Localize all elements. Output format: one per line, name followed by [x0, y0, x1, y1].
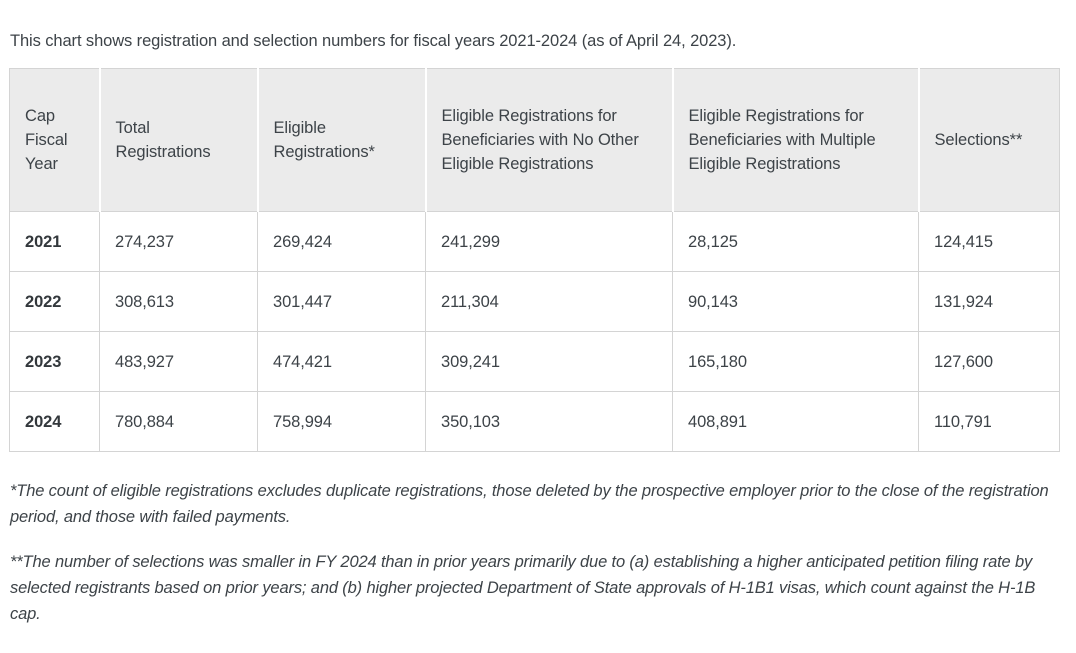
- cell-no-other-eligible: 211,304: [425, 271, 673, 332]
- cell-multiple-eligible: 165,180: [672, 331, 919, 392]
- column-header-no-other-eligible-registrations: Eligible Registrations for Beneficiaries…: [425, 68, 674, 212]
- column-header-eligible-registrations: Eligible Registrations*: [257, 68, 427, 212]
- cell-eligible-registrations: 301,447: [257, 271, 426, 332]
- table-body: 2021 274,237 269,424 241,299 28,125 124,…: [9, 211, 1060, 452]
- table-row: 2022 308,613 301,447 211,304 90,143 131,…: [9, 271, 1060, 332]
- column-header-multiple-eligible-registrations: Eligible Registrations for Beneficiaries…: [672, 68, 920, 212]
- table-header: Cap Fiscal Year Total Registrations Elig…: [9, 68, 1060, 212]
- cell-selections: 110,791: [918, 391, 1060, 452]
- cell-fiscal-year: 2023: [9, 331, 100, 392]
- footnote-selections: **The number of selections was smaller i…: [10, 553, 1036, 623]
- cell-multiple-eligible: 408,891: [672, 391, 919, 452]
- column-header-total-registrations: Total Registrations: [99, 68, 259, 212]
- cell-multiple-eligible: 90,143: [672, 271, 919, 332]
- cell-eligible-registrations: 269,424: [257, 211, 426, 272]
- cell-multiple-eligible: 28,125: [672, 211, 919, 272]
- footnotes: *The count of eligible registrations exc…: [9, 478, 1067, 627]
- cell-fiscal-year: 2022: [9, 271, 100, 332]
- cell-no-other-eligible: 309,241: [425, 331, 673, 392]
- cell-no-other-eligible: 241,299: [425, 211, 673, 272]
- table-row: 2024 780,884 758,994 350,103 408,891 110…: [9, 391, 1060, 452]
- cell-total-registrations: 308,613: [99, 271, 258, 332]
- intro-text: This chart shows registration and select…: [10, 31, 737, 50]
- column-header-cap-fiscal-year: Cap Fiscal Year: [9, 68, 101, 212]
- cell-selections: 131,924: [918, 271, 1060, 332]
- table-header-row: Cap Fiscal Year Total Registrations Elig…: [9, 68, 1060, 212]
- table-row: 2021 274,237 269,424 241,299 28,125 124,…: [9, 211, 1060, 272]
- cell-no-other-eligible: 350,103: [425, 391, 673, 452]
- registration-selection-table: Cap Fiscal Year Total Registrations Elig…: [9, 68, 1060, 452]
- cell-total-registrations: 274,237: [99, 211, 258, 272]
- cell-fiscal-year: 2024: [9, 391, 100, 452]
- table-row: 2023 483,927 474,421 309,241 165,180 127…: [9, 331, 1060, 392]
- cell-eligible-registrations: 758,994: [257, 391, 426, 452]
- page-container: This chart shows registration and select…: [0, 17, 1076, 653]
- column-header-selections: Selections**: [918, 68, 1060, 212]
- footnote-eligible-registrations: *The count of eligible registrations exc…: [10, 482, 1049, 526]
- cell-fiscal-year: 2021: [9, 211, 100, 272]
- cell-selections: 127,600: [918, 331, 1060, 392]
- cell-total-registrations: 483,927: [99, 331, 258, 392]
- cell-selections: 124,415: [918, 211, 1060, 272]
- cell-total-registrations: 780,884: [99, 391, 258, 452]
- cell-eligible-registrations: 474,421: [257, 331, 426, 392]
